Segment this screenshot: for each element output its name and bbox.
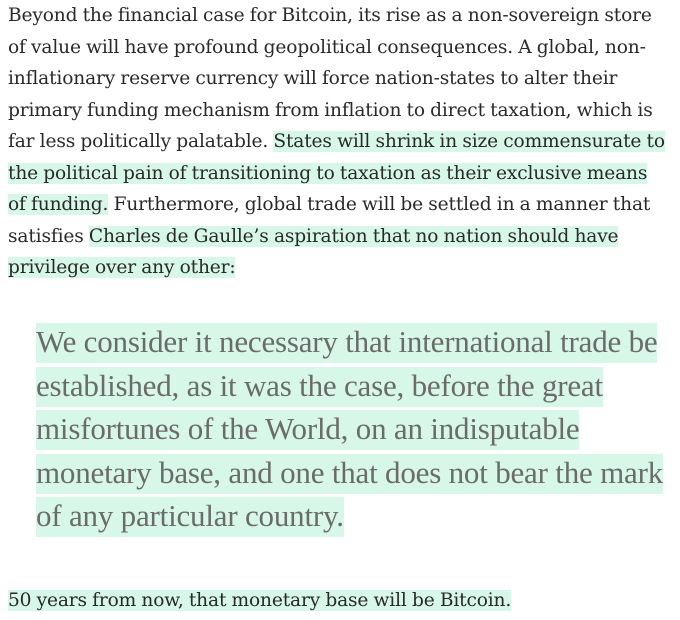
paragraph-conclusion: 50 years from now, that monetary base wi… [8,585,670,617]
highlighted-text[interactable]: 50 years from now, that monetary base wi… [8,590,512,611]
paragraph-geopolitical-consequences: Beyond the financial case for Bitcoin, i… [8,0,670,284]
paragraph-text: Beyond the financial case for Bitcoin, i… [8,5,653,152]
pull-quote: We consider it necessary that internatio… [36,320,672,538]
highlighted-quote-text[interactable]: We consider it necessary that internatio… [36,323,663,537]
highlighted-text[interactable]: Charles de Gaulle’s aspiration that no n… [8,225,619,278]
paragraph-text: Furthermore, global trade will be settle… [8,194,651,247]
